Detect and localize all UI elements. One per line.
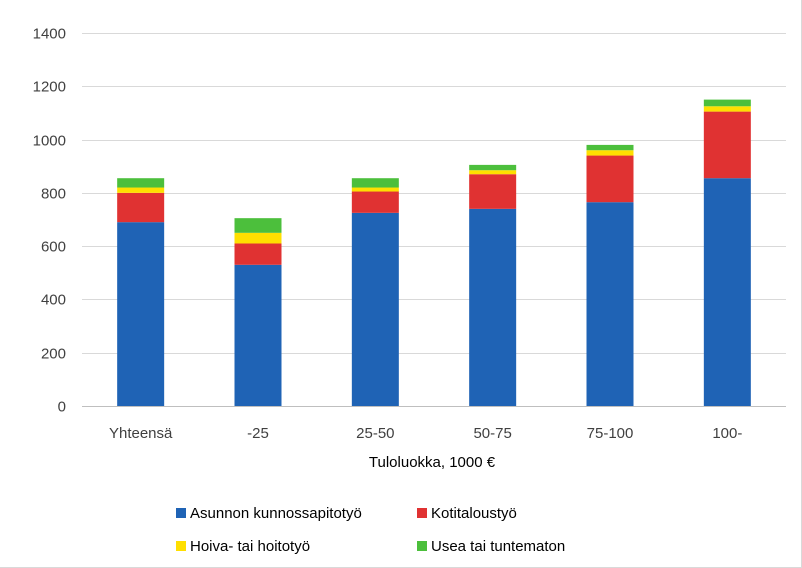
- bar-segment: [351, 191, 399, 213]
- legend-swatch: [417, 541, 427, 551]
- y-tick-label: 400: [41, 292, 66, 309]
- bar-segment: [586, 150, 634, 156]
- legend-label: Hoiva- tai hoitotyö: [190, 538, 310, 555]
- legend-label: Asunnon kunnossapitotyö: [190, 505, 362, 522]
- bar-segment: [586, 155, 634, 203]
- bar-segment: [469, 208, 517, 406]
- x-tick-label: -25: [247, 425, 269, 442]
- y-tick-label: 1200: [33, 79, 66, 96]
- x-tick-label: 75-100: [587, 425, 634, 442]
- bar-segment: [469, 174, 517, 209]
- gridlines: [82, 33, 786, 354]
- bar-segment: [586, 202, 634, 406]
- x-axis-label: Tuloluokka, 1000 €: [369, 454, 496, 471]
- y-tick-label: 800: [41, 186, 66, 203]
- bar-segment: [117, 192, 165, 223]
- bar-segment: [703, 106, 751, 112]
- bars: [117, 99, 751, 406]
- y-tick-label: 1400: [33, 26, 66, 43]
- bar-segment: [117, 222, 165, 406]
- bar-segment: [117, 178, 165, 188]
- bar-segment: [234, 232, 282, 244]
- y-tick-label: 0: [58, 399, 66, 416]
- y-axis-ticks: 0 200 400 600 800 1000 1200 1400: [33, 26, 66, 416]
- legend-label: Usea tai tuntematon: [431, 538, 565, 555]
- legend-swatch: [176, 508, 186, 518]
- legend-label: Kotitaloustyö: [431, 505, 517, 522]
- legend-swatch: [176, 541, 186, 551]
- x-tick-label: 100-: [712, 425, 742, 442]
- bar-segment: [586, 144, 634, 151]
- bar-segment: [234, 264, 282, 406]
- x-tick-label: 50-75: [473, 425, 511, 442]
- bar-segment: [703, 99, 751, 107]
- y-tick-label: 1000: [33, 133, 66, 150]
- bar-segment: [351, 212, 399, 406]
- bar-segment: [703, 111, 751, 179]
- y-tick-label: 600: [41, 239, 66, 256]
- bar-segment: [703, 178, 751, 406]
- y-tick-label: 200: [41, 346, 66, 363]
- bar-segment: [469, 164, 517, 171]
- x-tick-label: Yhteensä: [109, 425, 173, 442]
- bar-segment: [234, 218, 282, 233]
- bar-segment: [234, 243, 282, 265]
- x-tick-label: 25-50: [356, 425, 394, 442]
- bar-segment: [117, 187, 165, 193]
- x-axis-ticks: Yhteensä -25 25-50 50-75 75-100 100-: [109, 425, 742, 442]
- bar-segment: [351, 178, 399, 188]
- bar-segment: [469, 170, 517, 175]
- legend-swatch: [417, 508, 427, 518]
- legend: Asunnon kunnossapitotyö Kotitaloustyö Hoiv…: [176, 505, 565, 555]
- bar-segment: [351, 187, 399, 192]
